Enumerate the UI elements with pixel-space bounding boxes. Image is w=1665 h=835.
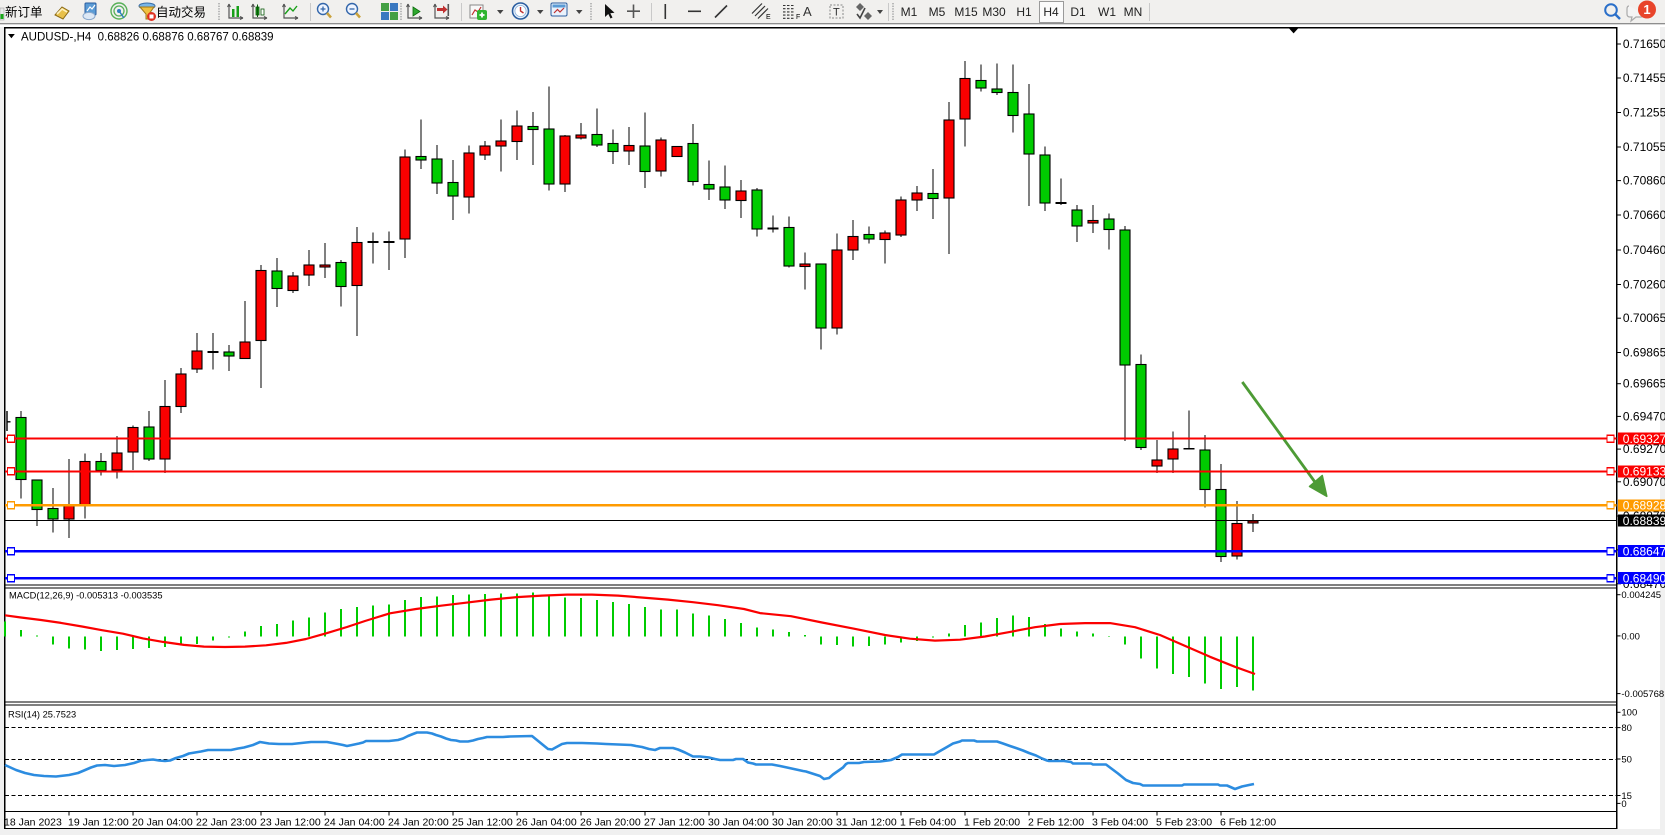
svg-text:23 Jan 12:00: 23 Jan 12:00 <box>260 817 321 829</box>
svg-text:6 Feb 12:00: 6 Feb 12:00 <box>1220 817 1276 829</box>
svg-text:22 Jan 23:00: 22 Jan 23:00 <box>196 817 257 829</box>
svg-text:30 Jan 20:00: 30 Jan 20:00 <box>772 817 833 829</box>
svg-text:1 Feb 20:00: 1 Feb 20:00 <box>964 817 1020 829</box>
svg-text:0.68839: 0.68839 <box>1623 514 1665 528</box>
svg-text:26 Jan 20:00: 26 Jan 20:00 <box>580 817 641 829</box>
svg-text:0: 0 <box>1621 799 1626 810</box>
svg-text:31 Jan 12:00: 31 Jan 12:00 <box>836 817 897 829</box>
svg-text:RSI(14) 25.7523: RSI(14) 25.7523 <box>8 710 76 720</box>
svg-text:80: 80 <box>1621 723 1632 734</box>
svg-text:0.70860: 0.70860 <box>1623 174 1665 188</box>
svg-text:0.69270: 0.69270 <box>1623 442 1665 456</box>
svg-text:0.71255: 0.71255 <box>1623 106 1665 120</box>
svg-text:0.70460: 0.70460 <box>1623 243 1665 257</box>
svg-text:M15: M15 <box>954 5 978 19</box>
svg-text:0.69070: 0.69070 <box>1623 475 1665 489</box>
svg-text:0.68647: 0.68647 <box>1623 545 1665 559</box>
svg-text:5 Feb 23:00: 5 Feb 23:00 <box>1156 817 1212 829</box>
svg-text:24 Jan 04:00: 24 Jan 04:00 <box>324 817 385 829</box>
svg-text:0.69865: 0.69865 <box>1623 346 1665 360</box>
svg-text:T: T <box>833 7 840 19</box>
svg-text:50: 50 <box>1621 754 1632 765</box>
svg-text:H1: H1 <box>1016 5 1032 19</box>
svg-text:H4: H4 <box>1043 5 1059 19</box>
svg-text:E: E <box>766 14 771 21</box>
svg-text:F: F <box>796 14 800 21</box>
svg-text:0.70260: 0.70260 <box>1623 278 1665 292</box>
svg-text:25 Jan 12:00: 25 Jan 12:00 <box>452 817 513 829</box>
svg-text:100: 100 <box>1621 708 1637 719</box>
svg-text:2 Feb 12:00: 2 Feb 12:00 <box>1028 817 1084 829</box>
svg-text:0.69665: 0.69665 <box>1623 377 1665 391</box>
svg-text:0.68928: 0.68928 <box>1623 499 1665 513</box>
svg-text:27 Jan 12:00: 27 Jan 12:00 <box>644 817 705 829</box>
svg-text:D1: D1 <box>1070 5 1086 19</box>
svg-text:A: A <box>803 4 812 19</box>
svg-text:新订单: 新订单 <box>5 5 43 20</box>
svg-text:15: 15 <box>1621 791 1632 802</box>
svg-text:0.71650: 0.71650 <box>1623 37 1665 51</box>
svg-text:M1: M1 <box>901 5 918 19</box>
svg-text:1: 1 <box>1643 2 1650 17</box>
svg-text:MACD(12,26,9) -0.005313 -0.003: MACD(12,26,9) -0.005313 -0.003535 <box>9 591 163 601</box>
svg-text:1 Feb 04:00: 1 Feb 04:00 <box>900 817 956 829</box>
svg-text:AUDUSD-,H4 0.68826 0.68876 0.: AUDUSD-,H4 0.68826 0.68876 0.68767 0.688… <box>21 32 274 44</box>
svg-text:0.00: 0.00 <box>1621 631 1640 642</box>
svg-text:M30: M30 <box>982 5 1006 19</box>
svg-text:3 Feb 04:00: 3 Feb 04:00 <box>1092 817 1148 829</box>
svg-text:19 Jan 12:00: 19 Jan 12:00 <box>68 817 129 829</box>
svg-text:30 Jan 04:00: 30 Jan 04:00 <box>708 817 769 829</box>
svg-text:0.69133: 0.69133 <box>1623 465 1665 479</box>
svg-text:-0.005768: -0.005768 <box>1621 689 1664 700</box>
svg-text:0.70065: 0.70065 <box>1623 311 1665 325</box>
svg-text:20 Jan 04:00: 20 Jan 04:00 <box>132 817 193 829</box>
svg-text:0.71455: 0.71455 <box>1623 71 1665 85</box>
svg-text:0.69470: 0.69470 <box>1623 409 1665 423</box>
svg-text:0.70660: 0.70660 <box>1623 208 1665 222</box>
svg-text:W1: W1 <box>1098 5 1116 19</box>
svg-text:26 Jan 04:00: 26 Jan 04:00 <box>516 817 577 829</box>
svg-text:0.71055: 0.71055 <box>1623 140 1665 154</box>
svg-text:24 Jan 20:00: 24 Jan 20:00 <box>388 817 449 829</box>
svg-text:0.004245: 0.004245 <box>1621 590 1661 601</box>
svg-text:M5: M5 <box>929 5 946 19</box>
svg-text:0.69327: 0.69327 <box>1623 432 1665 446</box>
svg-text:0.68490: 0.68490 <box>1623 571 1665 585</box>
svg-text:自动交易: 自动交易 <box>156 5 206 20</box>
svg-text:MN: MN <box>1124 5 1143 19</box>
svg-text:18 Jan 2023: 18 Jan 2023 <box>4 817 62 829</box>
